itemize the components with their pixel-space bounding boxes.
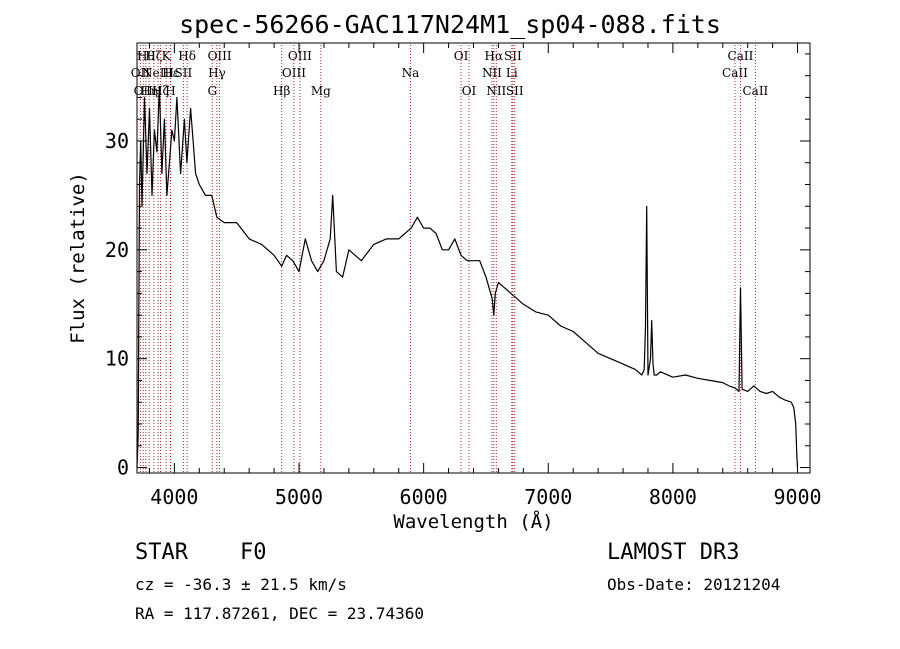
x-tick-label: 4000	[150, 485, 198, 509]
y-tick-label: 10	[105, 347, 129, 371]
line-marker-label: Na	[402, 66, 420, 80]
y-tick-label: 30	[105, 129, 129, 153]
chart-title: spec-56266-GAC117N24M1_sp04-088.fits	[179, 10, 721, 39]
line-marker-label: Mg	[311, 84, 331, 98]
x-tick-label: 6000	[400, 485, 448, 509]
plot-frame	[136, 42, 811, 474]
x-tick-label: 5000	[275, 485, 323, 509]
line-marker-label: Hθ	[137, 49, 155, 63]
observation-date: Obs-Date: 20121204	[607, 575, 781, 594]
redshift-velocity: cz = -36.3 ± 21.5 km/s	[135, 575, 347, 594]
x-tick-label: 9000	[773, 485, 821, 509]
line-marker-label: SII	[506, 84, 524, 98]
line-marker-label: OIII	[208, 49, 232, 63]
line-marker-label: NII	[486, 84, 506, 98]
y-tick-label: 0	[117, 456, 129, 480]
line-marker-label: OII	[134, 84, 154, 98]
line-marker-label: Hγ	[208, 66, 226, 80]
line-marker-label: OI	[462, 84, 477, 98]
sky-coordinates: RA = 117.87261, DEC = 23.74360	[135, 604, 424, 623]
survey-name: LAMOST DR3	[607, 540, 740, 565]
line-marker-label: Hα	[485, 49, 504, 63]
line-marker-label: NII	[482, 66, 502, 80]
line-marker-label: OIII	[288, 49, 312, 63]
line-marker-label: OI	[454, 49, 469, 63]
line-marker-label: G	[207, 84, 217, 98]
object-subclass: F0	[240, 540, 267, 565]
line-marker-label: OIII	[282, 66, 306, 80]
object-class: STAR	[135, 540, 188, 565]
y-axis-label: Flux (relative)	[67, 172, 89, 344]
line-marker-label: SII	[175, 66, 193, 80]
line-marker-label: Hδ	[178, 49, 196, 63]
line-marker-label: Hε	[162, 66, 179, 80]
x-axis-label: Wavelength (Å)	[393, 510, 553, 533]
line-marker-label: Hζ	[145, 49, 162, 63]
line-marker-label: CaII	[742, 84, 768, 98]
line-marker-label: SII	[504, 49, 522, 63]
line-marker-label: Hβ	[273, 84, 290, 98]
line-marker-label: Li	[506, 66, 518, 80]
line-marker-label: K	[162, 49, 172, 63]
line-marker-label: Hζ	[152, 84, 169, 98]
line-marker-label: CaII	[728, 49, 754, 63]
line-marker-label: CaII	[722, 66, 748, 80]
spectrum-line-0	[136, 85, 799, 468]
y-tick-label: 20	[105, 238, 129, 262]
x-tick-label: 7000	[524, 485, 572, 509]
x-tick-label: 8000	[649, 485, 697, 509]
